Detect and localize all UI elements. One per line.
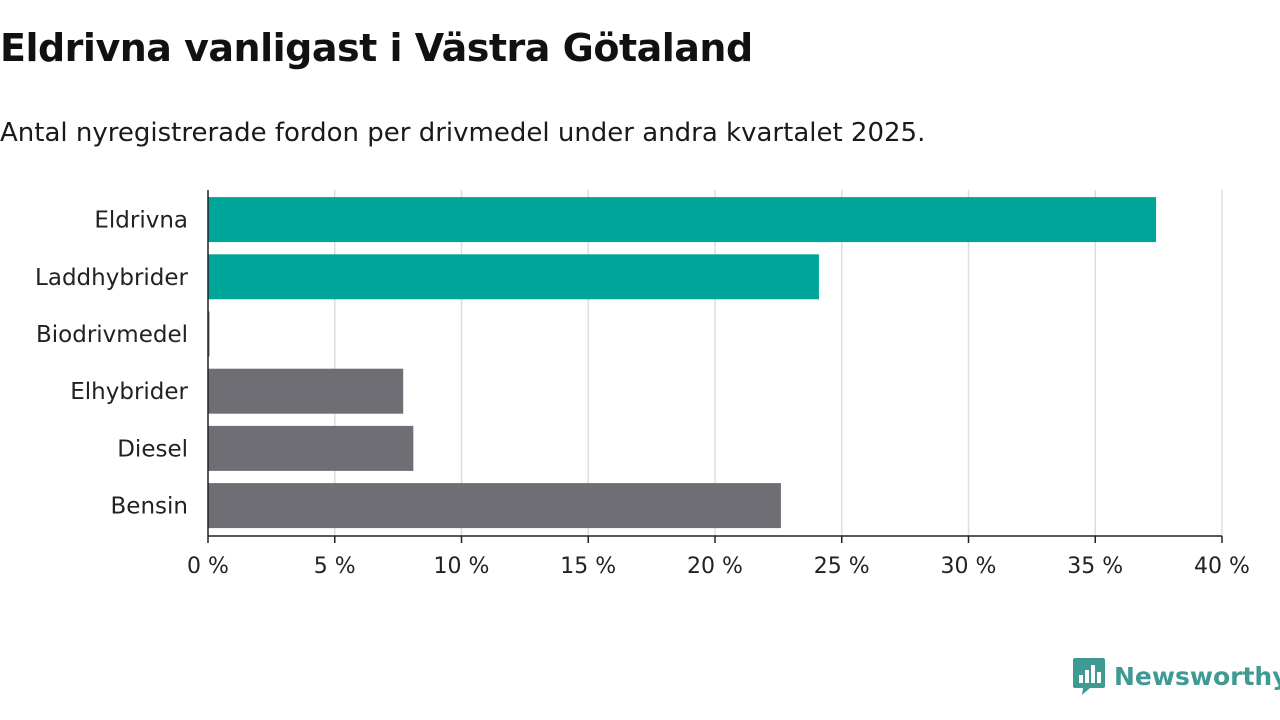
x-tick-label: 5 % xyxy=(314,554,356,579)
category-labels: Eldrivna Laddhybrider Biodrivmedel Elhybrid… xyxy=(35,208,188,520)
bar-eldrivna xyxy=(208,197,1157,243)
chart-subtitle: Antal nyregistrerade fordon per drivmede… xyxy=(0,118,926,148)
bars xyxy=(208,197,1157,529)
category-label: Biodrivmedel xyxy=(36,322,188,348)
newsworthy-logo-icon xyxy=(1073,658,1105,695)
brand-name: Newsworthy xyxy=(1114,661,1280,691)
gridlines xyxy=(334,190,1223,536)
x-tick-label: 25 % xyxy=(814,554,870,579)
category-label: Diesel xyxy=(117,436,188,462)
category-label: Eldrivna xyxy=(94,208,188,234)
brand-logo: Newsworthy xyxy=(1072,656,1280,696)
bar-laddhybrider xyxy=(208,254,819,300)
category-label: Laddhybrider xyxy=(35,265,188,291)
x-tick-label: 15 % xyxy=(560,554,616,579)
x-tick-label: 40 % xyxy=(1194,554,1250,579)
x-tick-label: 0 % xyxy=(187,554,229,579)
category-label: Bensin xyxy=(111,494,188,520)
bar-bensin xyxy=(208,483,781,529)
bar-elhybrider xyxy=(208,368,404,414)
x-axis: 0 % 5 % 10 % 15 % 20 % 25 % 30 % 35 % 40 % xyxy=(187,190,1250,579)
x-tick-label: 20 % xyxy=(687,554,743,579)
x-tick-label: 35 % xyxy=(1067,554,1123,579)
category-label: Elhybrider xyxy=(70,379,188,405)
x-tick-label: 30 % xyxy=(941,554,997,579)
bar-diesel xyxy=(208,425,414,471)
chart-title: Eldrivna vanligast i Västra Götaland xyxy=(0,26,753,70)
x-tick-label: 10 % xyxy=(434,554,490,579)
